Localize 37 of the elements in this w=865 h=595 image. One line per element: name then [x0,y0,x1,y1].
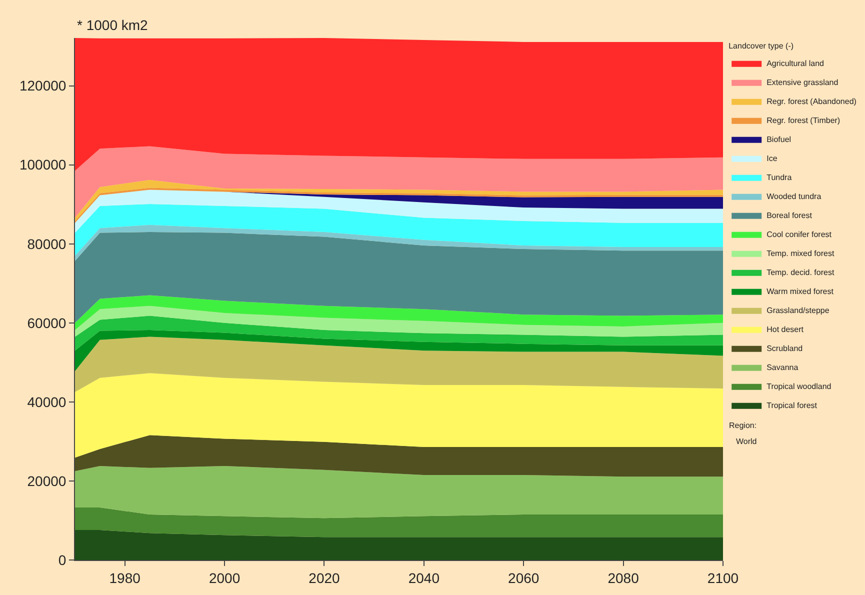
text: World [736,437,757,446]
legend-label: Tropical forest [766,401,818,410]
legend-label: Hot desert [766,325,804,334]
legend-label: Grassland/steppe [766,306,830,316]
x-tick-label: 1980 [109,570,141,586]
text: Region: [729,421,757,430]
x-tick-label: 2000 [208,570,240,586]
legend-label: Tropical woodland [766,382,832,392]
x-tick-label: 2080 [608,570,640,586]
legend-label: Biofuel [766,135,792,144]
x-tick-label: 2020 [308,570,340,586]
legend-label: Wooded tundra [766,192,822,202]
legend-label: Boreal forest [766,211,813,220]
y-axis-title: * 1000 km2 [77,17,148,33]
x-tick-label: 2040 [408,570,440,586]
legend-label: Temp. decid. forest [766,268,835,278]
y-tick-label: 0 [58,552,66,568]
legend-label: Ice [766,154,778,164]
legend-label: Cool conifer forest [766,230,832,240]
legend-label: Agricultural land [766,59,824,68]
y-tick-label: 20000 [27,472,66,489]
legend-label: Tundra [766,173,792,182]
y-tick-label: 100000 [19,156,66,173]
legend-label: Scrubland [766,344,803,354]
legend-label: Regr. forest (Timber) [766,116,840,126]
y-tick-label: 80000 [27,236,66,252]
x-tick-label: 2060 [508,570,540,586]
legend-label: Warm mixed forest [766,287,834,296]
y-tick-label: 120000 [19,78,66,94]
x-tick-label: 2100 [707,570,739,586]
y-tick-label: 40000 [27,394,66,410]
legend-label: Temp. mixed forest [766,249,835,258]
y-tick-label: 60000 [27,314,66,331]
legend-label: Regr. forest (Abandoned) [766,97,857,106]
legend-title: Landcover type (-) [728,41,794,50]
legend-label: Extensive grassland [766,78,838,88]
legend-label: Savanna [766,363,799,372]
